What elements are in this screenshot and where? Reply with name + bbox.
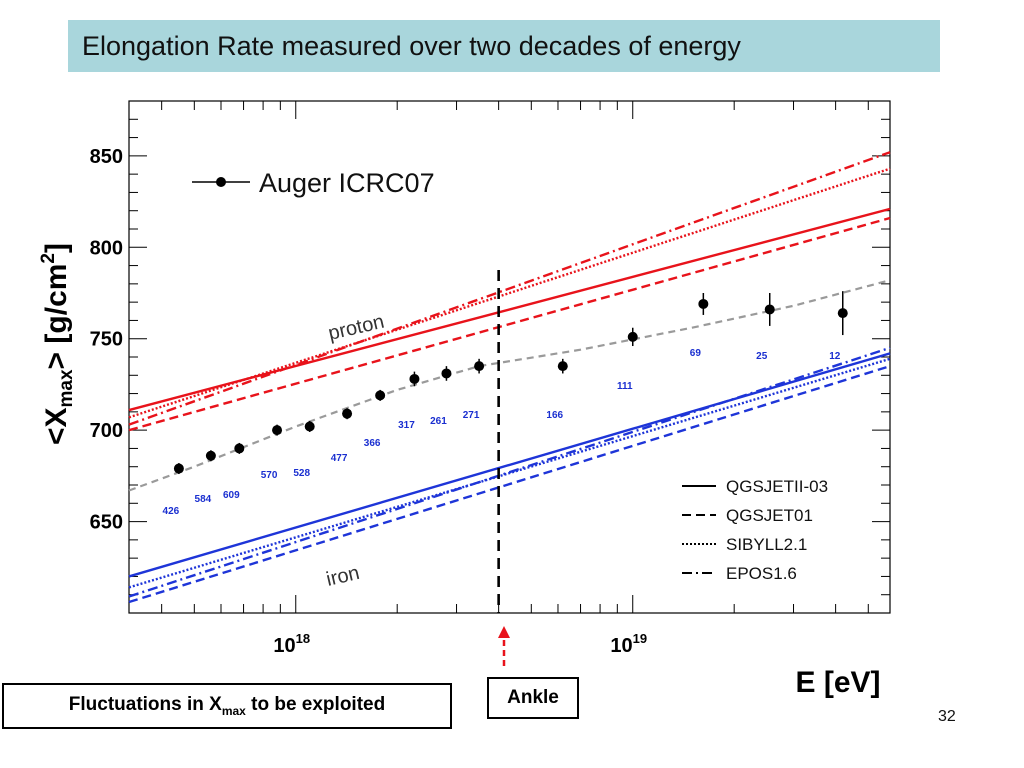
model-lines	[128, 151, 891, 604]
proton-dashdot-line	[128, 151, 891, 426]
event-count: 528	[293, 468, 310, 479]
y-tick-label: 800	[90, 237, 123, 259]
ylabel-sup: 2	[38, 253, 59, 264]
y-tick-label: 850	[90, 146, 123, 168]
iron-annotation: iron	[324, 562, 361, 591]
fluct-pre: Fluctuations in X	[68, 694, 222, 715]
y-tick-label: 700	[90, 420, 123, 442]
y-tick-label: 750	[90, 329, 123, 351]
event-count: 477	[331, 453, 348, 464]
data-legend-label: Auger ICRC07	[259, 168, 435, 198]
x-tick-labels: 1018 1019	[273, 631, 647, 657]
data-point	[698, 298, 709, 309]
data-point	[557, 361, 568, 372]
event-count: 25	[756, 351, 768, 362]
iron-dashed-line	[128, 364, 891, 604]
fluct-post: to be exploited	[245, 694, 386, 715]
svg-text:<Xmax> [g/cm2]: <Xmax> [g/cm2]	[38, 243, 77, 445]
event-count: 111	[617, 381, 633, 392]
event-count: 271	[463, 410, 480, 421]
event-counts: 426 584 609 570 528 477 366 317 261 271 166 111 69 25…	[163, 348, 841, 517]
y-axis-label-svg: <Xmax> [g/cm2]	[38, 243, 77, 445]
ylabel-sub: max	[56, 369, 77, 407]
axis-ticks	[129, 101, 890, 613]
data-point	[205, 450, 216, 461]
data-point	[764, 304, 775, 315]
x-axis-label: E [eV]	[795, 666, 880, 699]
ylabel-mid: > [g/cm	[40, 264, 73, 370]
data-point	[441, 368, 452, 379]
data-point	[173, 463, 184, 474]
y-tick-label: 650	[90, 512, 123, 534]
ylabel-pre: <X	[40, 407, 73, 445]
data-legend: Auger ICRC07	[192, 168, 435, 198]
event-count: 261	[430, 416, 447, 427]
data-points	[173, 291, 848, 475]
data-point	[234, 443, 245, 454]
x-tick-label: 1018	[273, 631, 310, 657]
event-count: 609	[223, 490, 240, 501]
proton-dashed-line	[128, 216, 891, 432]
event-count: 317	[398, 420, 415, 431]
iron-dashdot-line	[128, 346, 891, 598]
data-legend-marker	[216, 177, 226, 187]
data-point	[375, 390, 386, 401]
legend-label: QGSJET01	[726, 506, 813, 525]
event-count: 366	[364, 438, 381, 449]
slide-title: Elongation Rate measured over two decade…	[68, 20, 940, 72]
ankle-label-box: Ankle	[487, 677, 579, 719]
event-count: 584	[195, 494, 212, 505]
legend-label: QGSJETII-03	[726, 477, 828, 496]
data-point	[837, 308, 848, 319]
event-count: 69	[690, 348, 702, 359]
data-point	[409, 373, 420, 384]
event-count: 166	[546, 410, 563, 421]
y-tick-labels: 650 700 750 800 850	[90, 146, 123, 534]
page-number: 32	[938, 708, 956, 725]
ankle-arrow-head	[498, 626, 510, 638]
y-axis-label: <Xmax> [g/cm2]	[22, 155, 82, 455]
event-count: 570	[261, 470, 278, 481]
proton-dotted-line	[128, 167, 891, 419]
fluctuations-note: Fluctuations in Xmax to be exploited	[2, 683, 452, 729]
fluct-sub: max	[221, 703, 246, 718]
ankle-arrow	[498, 626, 510, 668]
data-point	[627, 331, 638, 342]
event-count: 12	[829, 351, 841, 362]
data-point	[342, 408, 353, 419]
ylabel-post: ]	[40, 243, 73, 253]
data-point	[272, 425, 283, 436]
proton-annotation: proton	[326, 311, 386, 345]
model-legend: QGSJETII-03 QGSJET01 SIBYLL2.1 EPOS1.6	[682, 477, 828, 583]
data-point	[304, 421, 315, 432]
x-tick-label: 1019	[610, 631, 647, 657]
event-count: 426	[163, 506, 180, 517]
data-point	[474, 361, 485, 372]
legend-label: SIBYLL2.1	[726, 535, 807, 554]
legend-label: EPOS1.6	[726, 564, 797, 583]
